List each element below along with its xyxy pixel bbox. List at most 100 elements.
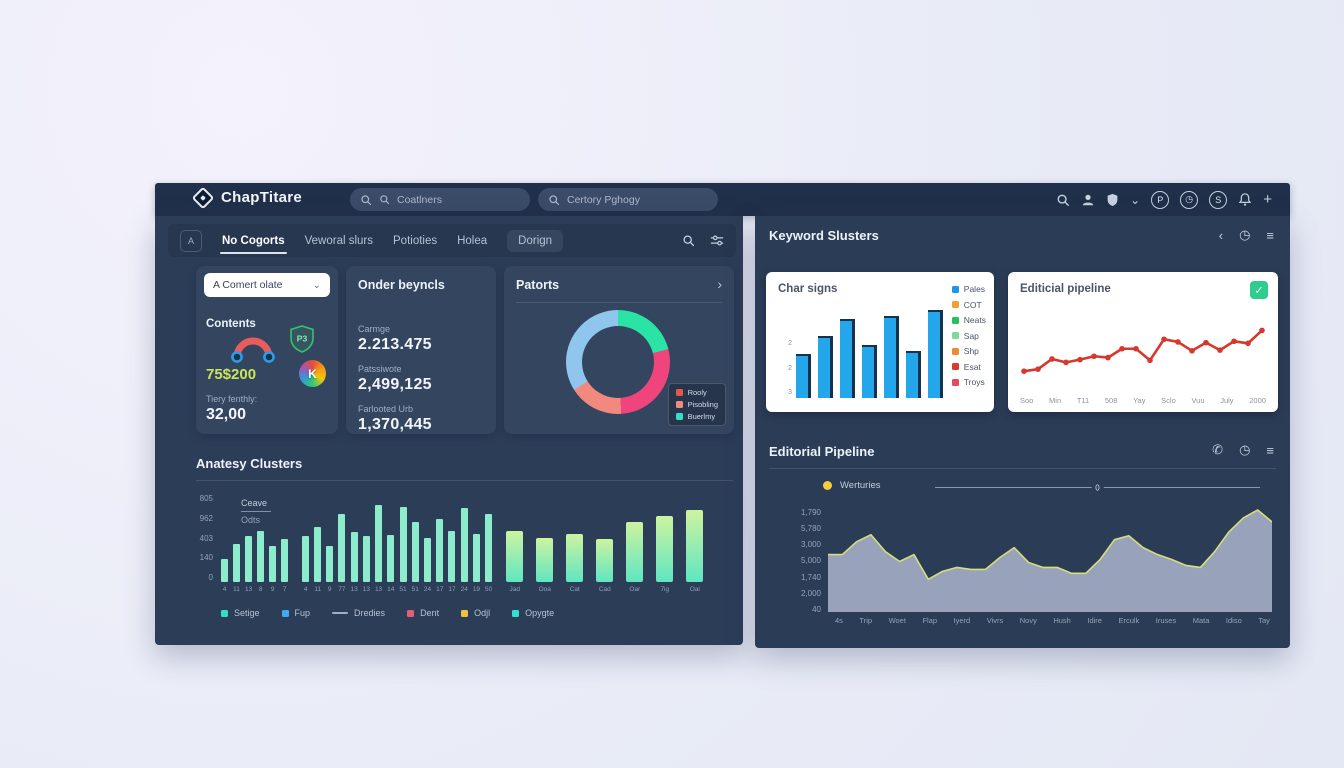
check-badge-icon[interactable]: ✓ [1250, 281, 1268, 299]
bar [326, 545, 334, 582]
tab-potioties[interactable]: Potioties [393, 234, 438, 247]
p-badge-icon[interactable]: P [1151, 190, 1170, 209]
plus-icon[interactable]: + [1263, 191, 1272, 208]
filter-sliders-icon[interactable] [710, 234, 724, 247]
shield-icon[interactable] [1106, 193, 1119, 207]
x-tick: 17 [448, 586, 456, 593]
bar [472, 533, 480, 582]
clock-icon[interactable]: ◷ [1239, 442, 1251, 457]
panel-icon-button[interactable]: A [180, 229, 202, 252]
tab-holea[interactable]: Holea [457, 234, 488, 247]
line-chart [1018, 302, 1268, 389]
bar-chart-y-axis: 2 2 3 [780, 340, 792, 396]
x-tick: 8 [258, 586, 263, 593]
bar-cell: 8 [257, 494, 265, 594]
legend-item: Opygte [512, 608, 554, 618]
card-title: Onder beyncls [358, 278, 445, 292]
search-icon[interactable] [682, 234, 695, 247]
y-tick: 5,780 [800, 524, 821, 534]
tab-no-cogorts[interactable]: No Cogorts [220, 226, 287, 256]
x-tick: Erculk [1118, 616, 1140, 625]
x-tick: Yay [1133, 396, 1146, 405]
global-search[interactable] [350, 188, 530, 211]
bar [818, 336, 833, 398]
bar [245, 536, 253, 582]
legend-item: Pisobling [675, 400, 718, 409]
menu-icon[interactable]: ≡ [1266, 227, 1274, 243]
search-icon [380, 195, 390, 205]
bar [796, 353, 811, 398]
y-tick: 3,000 [800, 540, 821, 550]
y-tick: 1,740 [800, 572, 821, 582]
bar-cell: 14 [387, 494, 394, 594]
shield-p3-badge: P3 [290, 325, 314, 353]
tab-veworal-slurs[interactable]: Veworal slurs [304, 234, 373, 247]
legend-label: Setige [234, 608, 260, 618]
x-tick: Cad [598, 586, 611, 593]
search-icon [361, 194, 372, 205]
content-type-dropdown[interactable]: A Comert olate ⌄ [204, 273, 330, 297]
clock-icon[interactable]: ◷ [1239, 227, 1251, 242]
chevron-down-icon[interactable]: ⌄ [1130, 192, 1141, 207]
category-search-input[interactable] [567, 193, 677, 206]
slider-handle[interactable]: 0 [1091, 483, 1104, 492]
s-badge-icon[interactable]: S [1209, 190, 1228, 209]
legend-label: Dent [420, 608, 440, 618]
legend-swatch [407, 609, 415, 617]
bar-cell: 4 [221, 494, 228, 594]
bar-cell: 19 [473, 494, 480, 594]
x-tick: Iruses [1155, 616, 1177, 625]
gauge-arc-icon [231, 337, 275, 363]
x-tick: Soo [1020, 396, 1034, 405]
top-header: ChapTitare ⌄ P ◷ S + [155, 183, 1290, 216]
bar-cell: Oar [626, 494, 644, 594]
user-icon[interactable] [1081, 193, 1095, 207]
bar [257, 530, 265, 582]
x-tick: 24 [460, 586, 468, 593]
legend-item: Fup [281, 608, 310, 618]
category-search[interactable] [538, 188, 718, 211]
bar-cell: 4 [302, 494, 310, 594]
section-title-keyword-clusters: Keyword Slusters [769, 228, 879, 243]
bar-cell: 7ig [656, 494, 674, 594]
metric-label: Carmge [358, 324, 391, 334]
back-chevron-icon[interactable]: ‹ [1218, 227, 1224, 243]
legend-swatch [951, 332, 959, 339]
range-slider[interactable]: 0 [935, 483, 1260, 492]
x-tick: 9 [270, 586, 275, 593]
x-tick: Flap [922, 616, 938, 625]
x-tick: 2000 [1249, 396, 1266, 405]
y-tick: 1,790 [800, 508, 821, 517]
bar-cell: 50 [485, 494, 492, 594]
phone-icon[interactable]: ✆ [1212, 442, 1224, 457]
bell-icon[interactable] [1238, 192, 1252, 207]
metric-value: 2,499,125 [358, 376, 432, 393]
app-logo[interactable]: ChapTitare [191, 186, 302, 209]
legend-label: Esat [963, 361, 981, 372]
chevron-right-icon[interactable]: › [717, 276, 722, 292]
tabbar-actions [682, 234, 724, 247]
clock-icon[interactable]: ◷ [1180, 190, 1199, 209]
legend-swatch [951, 378, 959, 386]
divider [196, 480, 733, 481]
card-title: Patorts [516, 278, 560, 292]
menu-icon[interactable]: ≡ [1266, 442, 1274, 458]
tab-dorign[interactable]: Dorign [507, 229, 564, 252]
reports-tabbar: A No Cogorts Veworal slurs Potioties Holea D… [168, 224, 736, 257]
x-tick: 13 [245, 586, 253, 593]
global-search-input[interactable] [397, 193, 507, 206]
area-chart [828, 505, 1273, 617]
bar [906, 351, 921, 398]
chevron-down-icon: ⌄ [312, 279, 321, 291]
x-tick: Ooa [538, 586, 551, 593]
area-chart-y-axis: 1,790 5,780 3,000 5,000 1,740 2,000 40 [777, 508, 821, 614]
keyword-clusters-actions: ‹ ◷ ≡ [1219, 227, 1274, 243]
mini-legend-item: Odts [241, 515, 261, 525]
bar-chart [796, 304, 948, 398]
bar [596, 539, 614, 582]
x-tick: T11 [1076, 396, 1090, 405]
legend-item: Shp [951, 346, 986, 356]
bar-group: 4 11 13 8 9 7 [221, 494, 289, 594]
bar [221, 559, 228, 582]
search-icon[interactable] [1056, 193, 1070, 207]
